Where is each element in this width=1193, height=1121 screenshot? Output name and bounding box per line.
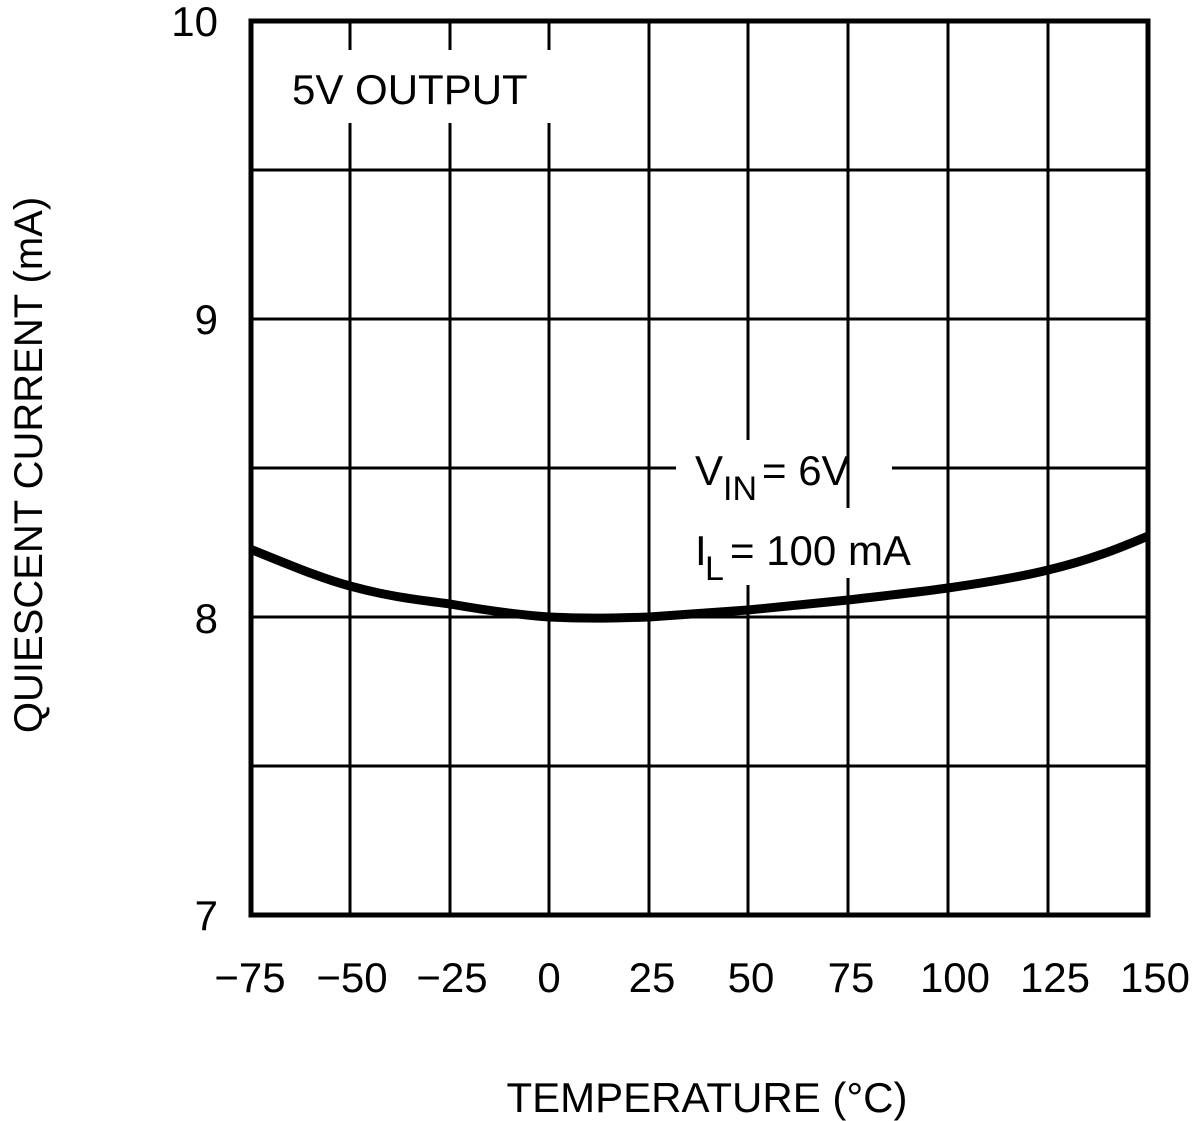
- annotation-il: I L = 100 mA: [695, 527, 911, 588]
- svg-text:I: I: [695, 527, 707, 574]
- svg-text:−75: −75: [214, 954, 285, 1001]
- svg-text:8: 8: [195, 595, 218, 642]
- svg-text:= 100 mA: = 100 mA: [730, 527, 911, 574]
- annotation-vin: V IN = 6V: [695, 447, 850, 508]
- svg-text:V: V: [695, 447, 723, 494]
- data-curve: [248, 531, 1150, 623]
- svg-text:7: 7: [195, 892, 218, 939]
- plot-frame: [248, 18, 1151, 918]
- svg-text:9: 9: [195, 296, 218, 343]
- annotation-output: 5V OUTPUT: [292, 66, 528, 113]
- y-tick-labels: 10 9 8 7: [171, 0, 218, 939]
- svg-text:−50: −50: [316, 954, 387, 1001]
- svg-text:IN: IN: [723, 470, 757, 508]
- svg-text:100: 100: [920, 954, 990, 1001]
- x-axis-title: TEMPERATURE (°C): [506, 1074, 907, 1121]
- svg-text:= 6V: = 6V: [762, 447, 850, 494]
- y-axis-title: QUIESCENT CURRENT (mA): [7, 197, 51, 733]
- x-tick-labels: −75 −50 −25 0 25 50 75 100 125 150: [214, 954, 1190, 1001]
- svg-text:25: 25: [629, 954, 676, 1001]
- svg-text:10: 10: [171, 0, 218, 45]
- svg-text:50: 50: [728, 954, 775, 1001]
- grid: [250, 20, 1148, 915]
- svg-text:L: L: [705, 550, 724, 588]
- svg-text:125: 125: [1020, 954, 1090, 1001]
- svg-text:75: 75: [828, 954, 875, 1001]
- svg-text:−25: −25: [416, 954, 487, 1001]
- svg-text:150: 150: [1120, 954, 1190, 1001]
- svg-text:0: 0: [537, 954, 560, 1001]
